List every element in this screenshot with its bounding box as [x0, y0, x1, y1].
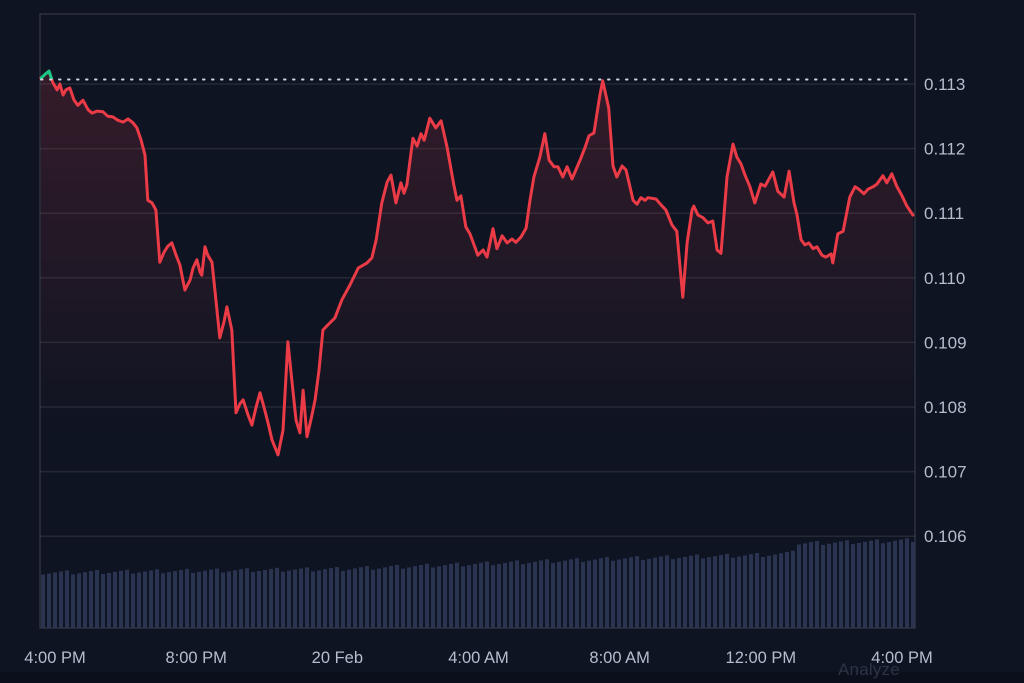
volume-bar — [911, 542, 915, 628]
analyze-button[interactable]: Analyze — [838, 660, 900, 679]
x-axis-label: 4:00 AM — [448, 649, 509, 667]
y-axis-label: 0.110 — [924, 269, 965, 288]
x-axis-label: 12:00 PM — [726, 649, 797, 667]
y-axis-label: 0.112 — [924, 140, 965, 159]
x-axis-label: 8:00 AM — [589, 649, 650, 667]
x-axis: 4:00 PM 8:00 PM 20 Feb 4:00 AM 8:00 AM 12:00 … — [24, 649, 932, 667]
y-axis-label: 0.107 — [924, 463, 967, 482]
y-axis-label: 0.113 — [924, 75, 965, 94]
footer-strip — [0, 672, 1024, 683]
y-axis-label: 0.111 — [924, 204, 964, 223]
y-axis-label: 0.109 — [924, 333, 967, 352]
x-axis-label: 4:00 PM — [24, 649, 85, 667]
x-axis-label: 4:00 PM — [871, 649, 932, 667]
y-axis-label: 0.106 — [924, 527, 967, 546]
y-axis-label: 0.108 — [924, 398, 967, 417]
y-axis: 0.113 0.112 0.111 0.110 0.109 0.108 0.107 0.106 — [924, 75, 967, 546]
x-axis-label: 8:00 PM — [165, 649, 226, 667]
price-line[interactable] — [39, 69, 915, 457]
x-axis-label: 20 Feb — [312, 649, 363, 667]
